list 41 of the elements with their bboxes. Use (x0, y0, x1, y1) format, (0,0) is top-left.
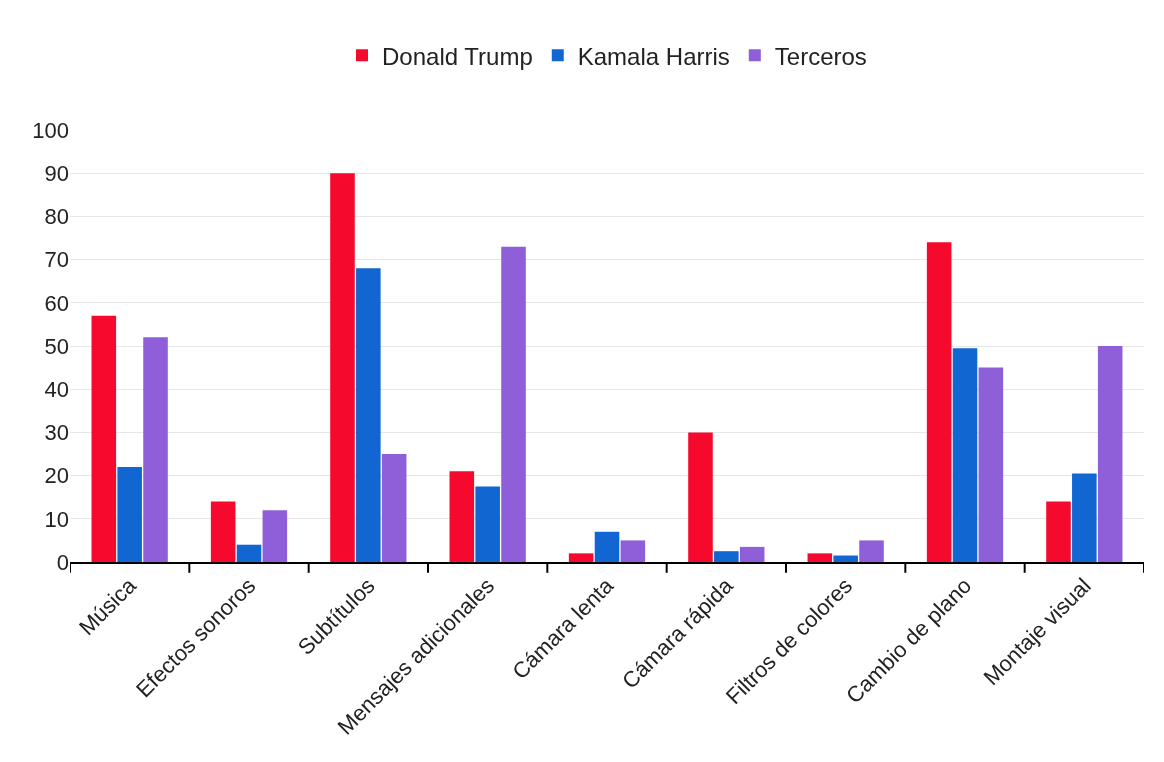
bar (236, 544, 262, 562)
bar (449, 471, 475, 562)
bar (859, 540, 884, 562)
y-tick-label: 20 (44, 463, 69, 489)
legend-label: Donald Trump (382, 42, 533, 70)
y-tick-label: 50 (44, 333, 69, 359)
bar (833, 555, 858, 562)
legend-label: Kamala Harris (577, 42, 730, 70)
bar (714, 551, 739, 562)
y-tick-label: 60 (44, 290, 69, 316)
bar (807, 553, 833, 562)
bar (330, 173, 355, 562)
bar (620, 540, 646, 562)
y-tick-label: 70 (44, 247, 69, 273)
bar (594, 531, 620, 562)
bar (143, 337, 168, 562)
y-tick-label: 40 (44, 376, 69, 402)
bar (262, 510, 288, 562)
bar (356, 268, 381, 562)
y-tick-label: 30 (44, 420, 69, 446)
legend-label: Terceros (774, 42, 867, 70)
bar (381, 454, 407, 562)
bar (952, 348, 978, 562)
bar (91, 315, 117, 562)
bar (926, 242, 952, 562)
bar (1097, 346, 1123, 562)
bar (117, 466, 142, 562)
bar (475, 486, 500, 562)
y-tick-label: 80 (44, 204, 69, 230)
bar (1046, 501, 1071, 562)
y-tick-label: 10 (44, 506, 69, 532)
bar (501, 246, 526, 562)
bar (1072, 473, 1097, 562)
y-tick-label: 100 (32, 117, 69, 143)
bar (739, 546, 765, 562)
bar (688, 432, 713, 562)
bar (210, 501, 236, 562)
y-tick-label: 90 (44, 160, 69, 186)
bar (978, 367, 1004, 562)
bar (568, 553, 594, 562)
y-tick-label: 0 (56, 549, 69, 575)
